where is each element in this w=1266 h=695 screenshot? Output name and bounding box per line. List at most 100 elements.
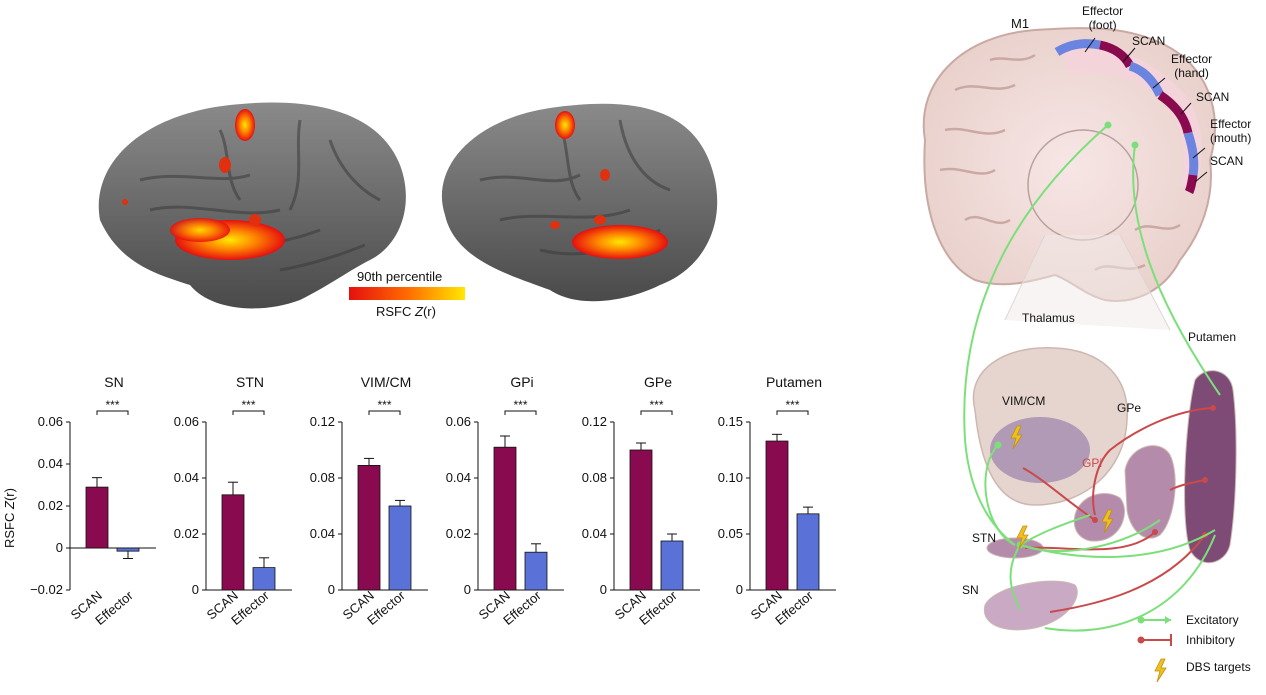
y-tick-label: 0: [464, 582, 471, 597]
significance-bracket: [504, 410, 537, 415]
excitatory-pathways: [963, 124, 1221, 632]
bar-scan: [85, 486, 109, 549]
brain-surface-maps: [98, 102, 718, 309]
y-tick-label: 0.08: [582, 470, 607, 485]
y-tick-label: 0: [56, 540, 63, 555]
y-tick-label: 0.04: [582, 526, 607, 541]
bolt-icon: [1154, 658, 1167, 683]
coronal-brain-section: [922, 27, 1216, 302]
sn-shape: [983, 580, 1078, 631]
putamen-label: Putamen: [1188, 330, 1237, 344]
gpi-label: GPi: [1082, 456, 1103, 470]
panel-title: VIM/CM: [361, 374, 412, 390]
bar-scan: [765, 440, 789, 591]
thalamus-label: Thalamus: [1022, 311, 1075, 325]
y-tick-label: 0: [192, 582, 199, 597]
y-tick-label: 0.02: [446, 526, 471, 541]
dbs-target-icons: [1010, 425, 1114, 550]
y-tick-label: 0: [328, 582, 335, 597]
legend-inhibitory-label: Inhibitory: [1186, 633, 1235, 647]
label-scan-3: SCAN: [1210, 154, 1244, 168]
panel-title: Putamen: [766, 374, 822, 390]
significance-bracket: [776, 410, 809, 415]
significance-bracket: [368, 410, 401, 415]
vim-cm-nucleus: [990, 417, 1090, 483]
label-effector-mouth: Effector (mouth): [1210, 117, 1252, 145]
significance-bracket: [96, 410, 129, 415]
label-effector-foot: Effector (foot): [1082, 4, 1124, 32]
y-tick-label: 0.06: [174, 414, 199, 429]
inhibitory-dots: [1092, 405, 1216, 538]
y-tick-label: 0.06: [446, 414, 471, 429]
bar-effector: [796, 513, 820, 591]
panel-title: STN: [236, 374, 264, 390]
inhibitory-pathways: [1022, 407, 1214, 613]
y-tick-label: 0.08: [310, 470, 335, 485]
y-tick-label: −0.02: [30, 582, 63, 597]
circuit-diagram: [922, 27, 1237, 683]
bar-scan: [493, 446, 517, 591]
panel-title: GPi: [510, 374, 533, 390]
y-tick-label: 0.04: [446, 470, 471, 485]
right-hemisphere: [441, 103, 718, 302]
bar-charts: SN−0.0200.020.040.06SCANEffector***STN00…: [30, 374, 836, 625]
bar-effector: [660, 540, 684, 591]
significance-stars: ***: [241, 398, 255, 412]
y-tick-label: 0.02: [38, 498, 63, 513]
y-tick-label: 0.12: [310, 414, 335, 429]
bar-scan: [629, 449, 653, 591]
y-tick-label: 0: [736, 582, 743, 597]
label-scan-1: SCAN: [1132, 34, 1166, 48]
y-tick-label: 0.04: [310, 526, 335, 541]
significance-stars: ***: [649, 398, 663, 412]
vim-cm-label: VIM/CM: [1002, 394, 1046, 408]
y-tick-label: 0.04: [38, 456, 63, 471]
significance-stars: ***: [785, 398, 799, 412]
significance-stars: ***: [513, 398, 527, 412]
bar-effector: [252, 567, 276, 591]
y-tick-label: 0.05: [718, 526, 743, 541]
colorbar-top-label: 90th percentile: [357, 269, 443, 284]
bar-scan: [357, 465, 381, 591]
label-effector-hand: Effector (hand): [1171, 52, 1213, 80]
significance-bracket: [232, 410, 265, 415]
y-tick-label: 0.15: [718, 414, 743, 429]
label-scan-2: SCAN: [1196, 90, 1230, 104]
legend-excitatory-label: Excitatory: [1186, 613, 1239, 627]
y-tick-label: 0.02: [174, 526, 199, 541]
y-tick-label: 0: [600, 582, 607, 597]
gpe-label: GPe: [1117, 401, 1142, 415]
putamen-shape: [1184, 370, 1237, 564]
y-tick-label: 0.06: [38, 414, 63, 429]
bar-effector: [388, 505, 412, 591]
bar-scan: [221, 494, 245, 591]
gpi-shape: [1073, 493, 1125, 542]
significance-stars: ***: [377, 398, 391, 412]
significance-bracket: [640, 410, 673, 415]
stn-label: STN: [972, 531, 996, 545]
gpe-shape: [1124, 445, 1176, 539]
left-hemisphere: [98, 102, 406, 309]
sn-label: SN: [962, 583, 979, 597]
panel-title: GPe: [644, 374, 672, 390]
y-tick-label: 0.04: [174, 470, 199, 485]
bar-effector: [524, 551, 548, 591]
y-tick-label: 0.10: [718, 470, 743, 485]
y-tick-label: 0.12: [582, 414, 607, 429]
label-leaders: [1084, 37, 1208, 183]
bar-effector: [116, 547, 140, 552]
legend-dbs-label: DBS targets: [1186, 660, 1251, 674]
legend-glyphs: [1137, 616, 1172, 683]
m1-label: M1: [1011, 16, 1030, 31]
panel-title: SN: [104, 374, 123, 390]
colorbar-bottom-label: RSFC Z(r): [376, 304, 436, 319]
significance-stars: ***: [105, 398, 119, 412]
colorbar: [349, 287, 465, 300]
